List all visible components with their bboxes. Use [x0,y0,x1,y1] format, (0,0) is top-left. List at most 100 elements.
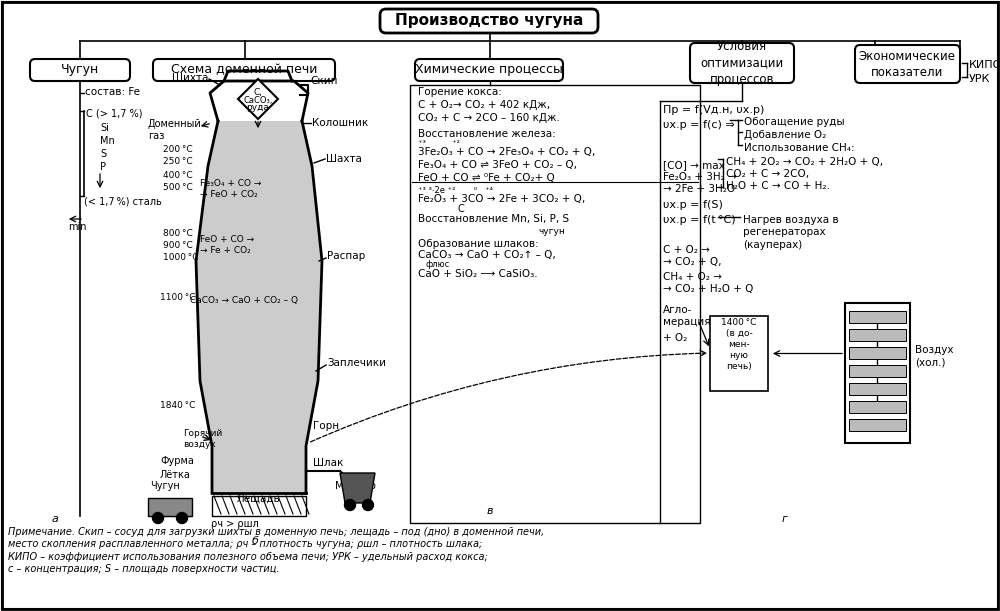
Text: FeO + CO →: FeO + CO → [200,235,254,244]
Text: CH₄ + 2O₂ → CO₂ + 2H₂O + Q,: CH₄ + 2O₂ → CO₂ + 2H₂O + Q, [726,157,883,167]
Text: Шахта: Шахта [326,154,362,164]
Bar [849,365,906,377]
Text: ρч > ρшл: ρч > ρшл [211,519,259,529]
Text: Горение кокса:: Горение кокса: [418,87,502,97]
Text: → FeO + CO₂: → FeO + CO₂ [200,190,258,199]
Text: чугун: чугун [538,227,565,236]
Text: Примечание. Скип – сосуд для загрузки шихты в доменную печь; лещадь – под (дно) : Примечание. Скип – сосуд для загрузки ши… [8,527,544,574]
Text: C + O₂→ CO₂ + 402 кДж,: C + O₂→ CO₂ + 402 кДж, [418,100,550,110]
Bar [845,303,910,443]
Text: Доменный
газ: Доменный газ [148,119,202,141]
Text: Миксер: Миксер [335,481,375,491]
Text: Обогащение руды: Обогащение руды [744,117,845,127]
Bar [710,316,768,391]
Text: 200 °C: 200 °C [163,144,193,153]
Text: Экономические
показатели: Экономические показатели [858,49,956,78]
Text: υх.р = f(c) ⇒: υх.р = f(c) ⇒ [663,120,735,130]
Text: C (> 1,7 %): C (> 1,7 %) [86,109,143,119]
Text: С,: С, [254,89,262,98]
Bar [849,401,906,413]
Bar [410,85,700,523]
Text: Заплечики: Заплечики [327,358,386,368]
Text: Чугун: Чугун [150,481,180,491]
Text: флюс: флюс [426,260,450,269]
Text: Химические процессы: Химические процессы [415,64,563,76]
Text: 250 °C: 250 °C [163,156,193,166]
Text: Лётка: Лётка [160,470,191,480]
FancyBboxPatch shape [415,59,563,81]
Text: Фурма: Фурма [160,456,194,466]
Text: [CO] → max: [CO] → max [663,160,725,170]
Text: CO₂ + C → 2CO – 160 кДж.: CO₂ + C → 2CO – 160 кДж. [418,113,560,123]
Text: → Fe + CO₂: → Fe + CO₂ [200,246,251,255]
Text: состав: Fe: состав: Fe [85,87,140,97]
Text: → CO₂ + Q,: → CO₂ + Q, [663,257,722,267]
Text: Скип: Скип [310,76,338,86]
Text: CH₄ + O₂ →: CH₄ + O₂ → [663,272,722,282]
Text: υх.р = f(S): υх.р = f(S) [663,200,723,210]
Circle shape [176,513,188,524]
Text: Распар: Распар [327,251,365,261]
FancyBboxPatch shape [380,9,598,33]
Text: Пр = f(Vд.н, υх.р): Пр = f(Vд.н, υх.р) [663,105,764,115]
Text: C + O₂ →: C + O₂ → [663,245,710,255]
Text: Fe₂O₃ + 3CO → 2Fe + 3CO₂ + Q,: Fe₂O₃ + 3CO → 2Fe + 3CO₂ + Q, [418,194,585,204]
Text: КИПО: КИПО [969,60,1000,70]
Bar [849,347,906,359]
Text: Fe₂O₃ + 3H₂ →: Fe₂O₃ + 3H₂ → [663,172,737,182]
Text: Восстановление Mn, Si, P, S: Восстановление Mn, Si, P, S [418,214,569,224]
Text: Образование шлаков:: Образование шлаков: [418,239,539,249]
Polygon shape [196,121,322,493]
Text: CO₂ + C → 2CO,: CO₂ + C → 2CO, [726,169,809,179]
Text: (< 1,7 %) сталь: (< 1,7 %) сталь [84,197,162,207]
Text: Восстановление железа:: Восстановление железа: [418,129,556,139]
Circle shape [362,500,374,511]
Text: Si: Si [100,123,109,133]
Circle shape [344,500,356,511]
Text: руда: руда [247,103,269,112]
FancyBboxPatch shape [690,43,794,83]
Text: Mn: Mn [100,136,115,146]
Text: 800 °C: 800 °C [163,229,193,238]
Polygon shape [340,473,375,503]
Text: CaCO₃ → CaO + CO₂↑ – Q,: CaCO₃ → CaO + CO₂↑ – Q, [418,250,556,260]
Text: 1000 °C: 1000 °C [163,252,198,262]
Text: → 2Fe + 3H₂O: → 2Fe + 3H₂O [663,184,735,194]
Text: Агло-
мерация: Агло- мерация [663,305,711,327]
Text: Производство чугуна: Производство чугуна [395,13,583,29]
Text: Fe₃O₄ + CO ⇌ 3FeO + CO₂ – Q,: Fe₃O₄ + CO ⇌ 3FeO + CO₂ – Q, [418,160,577,170]
Text: 400 °C: 400 °C [163,170,193,180]
Text: CaCO₃,: CaCO₃, [243,95,273,104]
Text: Шлак: Шлак [313,458,343,468]
Text: FeO + CO ⇌ ⁰Fe + CO₂+ Q: FeO + CO ⇌ ⁰Fe + CO₂+ Q [418,173,555,183]
Text: → CO₂ + H₂O + Q: → CO₂ + H₂O + Q [663,284,753,294]
Text: Fe₃O₄ + CO →: Fe₃O₄ + CO → [200,179,261,188]
Text: Воздух
(хол.): Воздух (хол.) [915,345,954,367]
Text: Использование CH₄:: Использование CH₄: [744,143,855,153]
Text: Добавление O₂: Добавление O₂ [744,130,826,140]
Text: C: C [458,204,465,214]
Text: CaCO₃ → CaO + CO₂ – Q: CaCO₃ → CaO + CO₂ – Q [190,296,298,306]
Text: Чугун: Чугун [61,64,99,76]
Text: 500 °C: 500 °C [163,183,193,191]
Text: υх.р = f(t °C): υх.р = f(t °C) [663,215,736,225]
Text: 3Fe₂O₃ + CO → 2Fe₃O₄ + CO₂ + Q,: 3Fe₂O₃ + CO → 2Fe₃O₄ + CO₂ + Q, [418,147,595,157]
Bar [849,311,906,323]
Text: Горн: Горн [313,421,339,431]
Text: P: P [100,162,106,172]
Text: в: в [487,506,493,516]
Bar [212,496,306,516]
Text: б: б [252,536,258,546]
Text: Шихта: Шихта [172,73,208,83]
Bar [849,329,906,341]
Text: H₂O + C → CO + H₂.: H₂O + C → CO + H₂. [726,181,830,191]
Text: + O₂: + O₂ [663,333,687,343]
Text: Схема доменной печи: Схема доменной печи [171,64,317,76]
Text: ⁺³          ⁺²: ⁺³ ⁺² [418,139,460,148]
Text: Горячий
воздух: Горячий воздух [183,429,222,449]
FancyBboxPatch shape [855,45,960,83]
Bar [849,383,906,395]
Text: Лещадь: Лещадь [236,494,280,504]
FancyBboxPatch shape [30,59,130,81]
Text: 1100 °C: 1100 °C [160,293,196,302]
